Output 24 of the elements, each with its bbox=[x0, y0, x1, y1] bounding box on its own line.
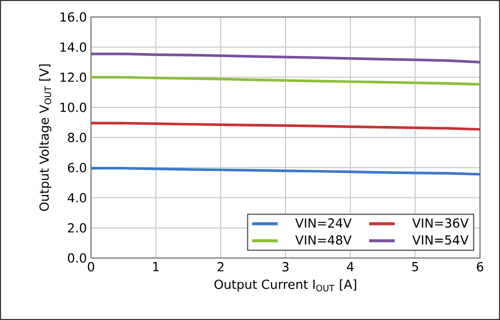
y-axis-title: Output Voltage V$_{OUT}$ [V] bbox=[39, 64, 52, 211]
x-tick-label: 2 bbox=[218, 262, 224, 272]
x-tick-label: 1 bbox=[153, 262, 159, 272]
x-tick-label: 4 bbox=[346, 262, 354, 272]
x-tick-label: 6 bbox=[476, 262, 484, 272]
x-tick-label: 5 bbox=[412, 262, 418, 272]
legend-label: VIN=48V bbox=[295, 235, 352, 245]
y-tick-label: 4.0 bbox=[68, 193, 86, 202]
y-tick-label: 12.0 bbox=[60, 72, 86, 82]
y-tick-label: 14.0 bbox=[60, 42, 86, 52]
x-axis-title: Output Current I$_{OUT}$ [A] bbox=[214, 279, 356, 292]
y-tick-label: 2.0 bbox=[68, 223, 86, 233]
y-tick-label: 0.0 bbox=[68, 253, 86, 263]
y-tick-label: 10.0 bbox=[60, 102, 86, 112]
y-tick-label: 16.0 bbox=[60, 12, 86, 22]
y-tick-label: 6.0 bbox=[68, 162, 86, 172]
x-tick-label: 0 bbox=[88, 262, 94, 272]
line-series bbox=[91, 52, 480, 64]
legend-label: VIN=54V bbox=[412, 235, 469, 245]
line-series bbox=[91, 166, 480, 176]
legend-label: VIN=36V bbox=[412, 218, 469, 228]
legend-label: VIN=24V bbox=[295, 218, 352, 228]
x-tick-label: 3 bbox=[282, 262, 288, 272]
y-tick-label: 8.0 bbox=[68, 132, 86, 142]
